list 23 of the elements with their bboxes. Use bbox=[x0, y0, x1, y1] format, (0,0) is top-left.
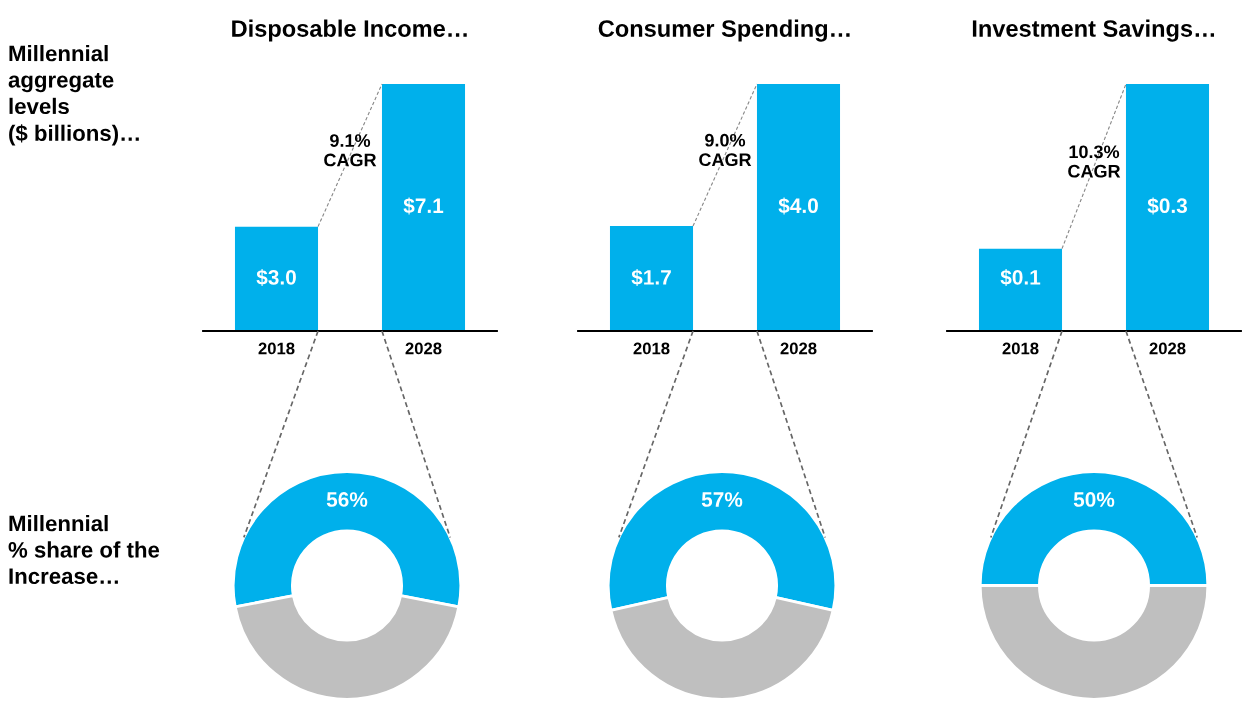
x-tick-label: 2018 bbox=[258, 342, 295, 355]
data-label: 56% bbox=[326, 492, 368, 507]
chart-title: Investment Savings… bbox=[972, 19, 1215, 42]
text: Millennial % share of the Increase… bbox=[8, 515, 160, 585]
annotation: 9.1% CAGR bbox=[324, 134, 377, 167]
data-label: 50% bbox=[1073, 492, 1115, 507]
text: Millennial aggregate levels ($ billions)… bbox=[8, 45, 139, 146]
x-tick-label: 2028 bbox=[780, 342, 817, 355]
data-label: $1.7 bbox=[631, 269, 671, 287]
x-tick-label: 2028 bbox=[1149, 342, 1186, 355]
data-label: $7.1 bbox=[403, 197, 444, 215]
x-tick-label: 2028 bbox=[405, 342, 442, 355]
annotation: 9.0% CAGR bbox=[699, 133, 752, 167]
data-label: $0.1 bbox=[1000, 269, 1041, 287]
chart-title: Consumer Spending… bbox=[598, 19, 850, 42]
data-label: $4.0 bbox=[778, 197, 818, 215]
x-tick-label: 2018 bbox=[633, 342, 670, 355]
x-tick-label: 2018 bbox=[1002, 342, 1039, 355]
chart-title: Disposable Income… bbox=[232, 19, 467, 42]
data-label: $3.0 bbox=[256, 269, 296, 287]
data-label: $0.3 bbox=[1147, 197, 1188, 215]
annotation: 10.3% CAGR bbox=[1068, 145, 1121, 178]
data-label: 57% bbox=[701, 492, 743, 507]
